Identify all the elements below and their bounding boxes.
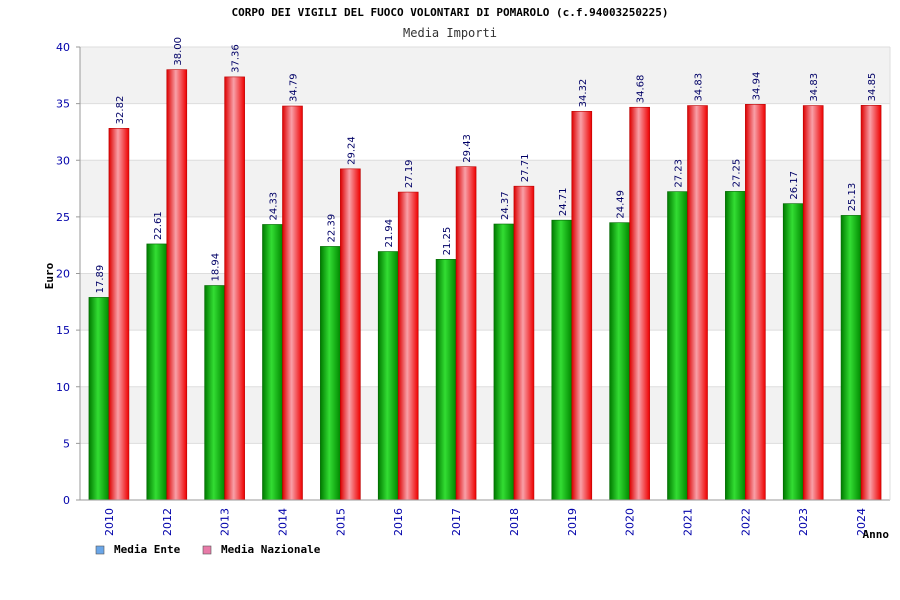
bar-media-nazionale — [687, 105, 708, 501]
x-tick-label: 2010 — [103, 508, 116, 536]
data-label: 34.83 — [694, 73, 705, 102]
x-tick-label: 2024 — [855, 508, 868, 536]
x-tick-label: 2016 — [392, 508, 405, 536]
bar-media-ente — [551, 219, 573, 501]
y-tick-label: 40 — [56, 41, 70, 54]
data-label: 34.85 — [867, 73, 878, 102]
data-label: 24.49 — [616, 190, 627, 219]
x-axis-label: Anno — [863, 528, 890, 541]
data-label: 27.23 — [674, 159, 685, 188]
data-label: 29.43 — [462, 134, 473, 163]
data-label: 27.25 — [731, 159, 742, 188]
bar-media-ente — [262, 224, 283, 501]
grid-band — [80, 273, 890, 331]
x-tick-label: 2017 — [450, 508, 463, 536]
data-label: 34.68 — [636, 75, 647, 104]
data-label: 22.61 — [153, 211, 164, 240]
grid-band — [80, 160, 890, 217]
data-label: 34.32 — [578, 79, 589, 108]
bar-media-ente — [204, 285, 225, 501]
legend: Media Ente Media Nazionale — [95, 543, 321, 556]
bar-media-ente — [840, 215, 862, 501]
grid-band — [80, 47, 890, 104]
bar-media-nazionale — [860, 105, 882, 501]
grid-band — [80, 386, 890, 444]
chart-title: CORPO DEI VIGILI DEL FUOCO VOLONTARI DI … — [231, 6, 668, 19]
bar-media-nazionale — [397, 191, 419, 501]
data-label: 34.79 — [289, 73, 300, 102]
data-label: 21.25 — [442, 227, 453, 256]
data-label: 32.82 — [115, 96, 126, 125]
x-tick-label: 2014 — [277, 508, 290, 536]
data-label: 17.89 — [95, 265, 106, 294]
y-tick-label: 15 — [56, 324, 70, 337]
legend-label: Media Nazionale — [221, 543, 321, 556]
bar-media-ente — [725, 191, 746, 501]
data-label: 21.94 — [384, 219, 395, 248]
legend-swatch — [95, 545, 105, 555]
data-label: 29.24 — [346, 136, 357, 165]
data-label: 24.37 — [500, 191, 511, 220]
bar-media-nazionale — [108, 128, 130, 501]
y-tick-label: 5 — [63, 437, 70, 450]
y-tick-label: 25 — [56, 211, 70, 224]
data-labels: 17.89 32.82 22.61 38.00 18.94 37.36 24.33 34.79… — [95, 37, 878, 293]
bar-media-ente — [435, 259, 457, 501]
bar-media-nazionale — [513, 185, 535, 501]
legend-label: Media Ente — [114, 543, 181, 556]
bar-media-nazionale — [745, 104, 766, 501]
x-tick-label: 2012 — [161, 508, 174, 536]
x-tick-label: 2019 — [566, 508, 579, 536]
data-label: 24.71 — [558, 188, 569, 217]
data-label: 26.17 — [789, 171, 800, 200]
legend-swatch — [202, 545, 212, 555]
bar-media-nazionale — [166, 69, 188, 501]
bar-media-ente — [493, 223, 515, 501]
x-tick-labels: 2010 2012 2013 2014 2015 2016 2017 2018 2019 2020… — [103, 508, 868, 536]
bar-media-ente — [377, 251, 399, 501]
axes — [76, 46, 891, 501]
bar-media-ente — [146, 243, 168, 501]
bar-media-nazionale — [629, 106, 650, 501]
x-tick-label: 2022 — [739, 508, 752, 536]
bar-media-nazionale — [802, 105, 824, 501]
x-tick-label: 2013 — [219, 508, 232, 536]
data-label: 18.94 — [211, 253, 222, 282]
bar-media-nazionale — [340, 168, 361, 501]
x-tick-label: 2020 — [624, 508, 637, 536]
x-tick-label: 2018 — [508, 508, 521, 536]
chart-subtitle: Media Importi — [403, 26, 497, 40]
bar-media-ente — [609, 222, 630, 501]
y-tick-label: 20 — [56, 268, 70, 281]
x-tick-label: 2023 — [797, 508, 810, 536]
bar-media-nazionale — [224, 76, 245, 501]
data-label: 22.39 — [326, 214, 337, 243]
bar-media-nazionale — [455, 166, 477, 501]
y-tick-label: 30 — [56, 154, 70, 167]
data-label: 34.94 — [751, 72, 762, 101]
x-tick-label: 2015 — [334, 508, 347, 536]
y-tick-label: 10 — [56, 381, 70, 394]
data-label: 27.71 — [520, 154, 531, 183]
bar-media-ente — [667, 191, 688, 501]
x-tick-label: 2021 — [682, 508, 695, 536]
data-label: 25.13 — [847, 183, 858, 212]
bar-media-nazionale — [282, 105, 303, 501]
bar-media-ente — [782, 203, 804, 501]
y-tick-labels: 0 5 10 15 20 25 30 35 40 — [56, 41, 70, 507]
bar-media-nazionale — [571, 111, 593, 501]
y-tick-label: 0 — [63, 494, 70, 507]
data-label: 38.00 — [173, 37, 184, 66]
data-label: 37.36 — [231, 44, 242, 73]
bar-media-ente — [320, 246, 341, 501]
data-label: 34.83 — [809, 73, 820, 102]
bar-media-ente — [88, 297, 110, 501]
y-tick-label: 35 — [56, 98, 70, 111]
data-label: 24.33 — [269, 192, 280, 221]
data-label: 27.19 — [404, 159, 415, 188]
y-axis-label: Euro — [43, 262, 56, 289]
bars — [88, 69, 882, 501]
